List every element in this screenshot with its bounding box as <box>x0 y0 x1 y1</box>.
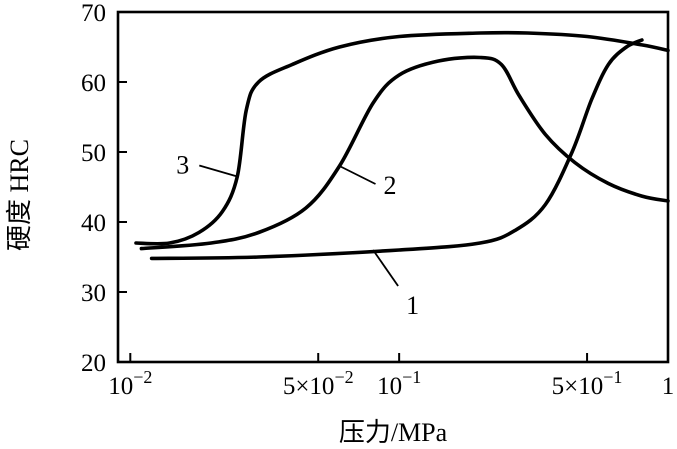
y-tick-label-50: 50 <box>81 140 106 167</box>
curve-leader-1 <box>372 249 399 287</box>
x-tick-label-exponent: −2 <box>133 367 152 387</box>
x-axis-label: 压力/MPa <box>339 418 448 447</box>
x-tick-label-base: 1 <box>662 373 675 400</box>
series-layer <box>134 30 670 261</box>
x-tick-label-base: 10 <box>108 373 133 400</box>
curve-leader-2 <box>339 165 376 185</box>
x-tick-label-base: 10 <box>377 373 402 400</box>
y-tick-label-60: 60 <box>81 70 106 97</box>
x-tick-label-exponent: −2 <box>334 367 353 387</box>
x-tick-label-base: 5×10 <box>552 373 604 400</box>
y-tick-label-20: 20 <box>81 350 106 377</box>
x-tick-label-exponent: −1 <box>603 367 622 387</box>
y-tick-label-30: 30 <box>81 280 106 307</box>
series-line-1 <box>149 38 644 261</box>
curve-label-1: 1 <box>406 291 419 320</box>
series-line-2 <box>139 55 670 251</box>
x-tick-label-base: 5×10 <box>283 373 335 400</box>
y-tick-label-70: 70 <box>81 0 106 27</box>
x-tick-label-exponent: −1 <box>402 367 421 387</box>
x-tick-label-4: 1 <box>662 373 675 400</box>
x-tick-label-1: 5×10−2 <box>283 367 354 400</box>
x-tick-label-0: 10−2 <box>108 367 152 400</box>
curve-labels-layer: 1 2 3 <box>176 151 419 321</box>
series-line-3 <box>134 30 670 246</box>
curve-leader-3 <box>199 164 238 178</box>
y-axis-label: 硬度 HRC <box>5 139 34 251</box>
y-tick-label-40: 40 <box>81 210 106 237</box>
curve-label-2: 2 <box>384 171 397 200</box>
x-tick-label-2: 10−1 <box>377 367 421 400</box>
curve-label-3: 3 <box>176 151 189 180</box>
x-tick-label-3: 5×10−1 <box>552 367 623 400</box>
plot-frame <box>116 10 670 364</box>
